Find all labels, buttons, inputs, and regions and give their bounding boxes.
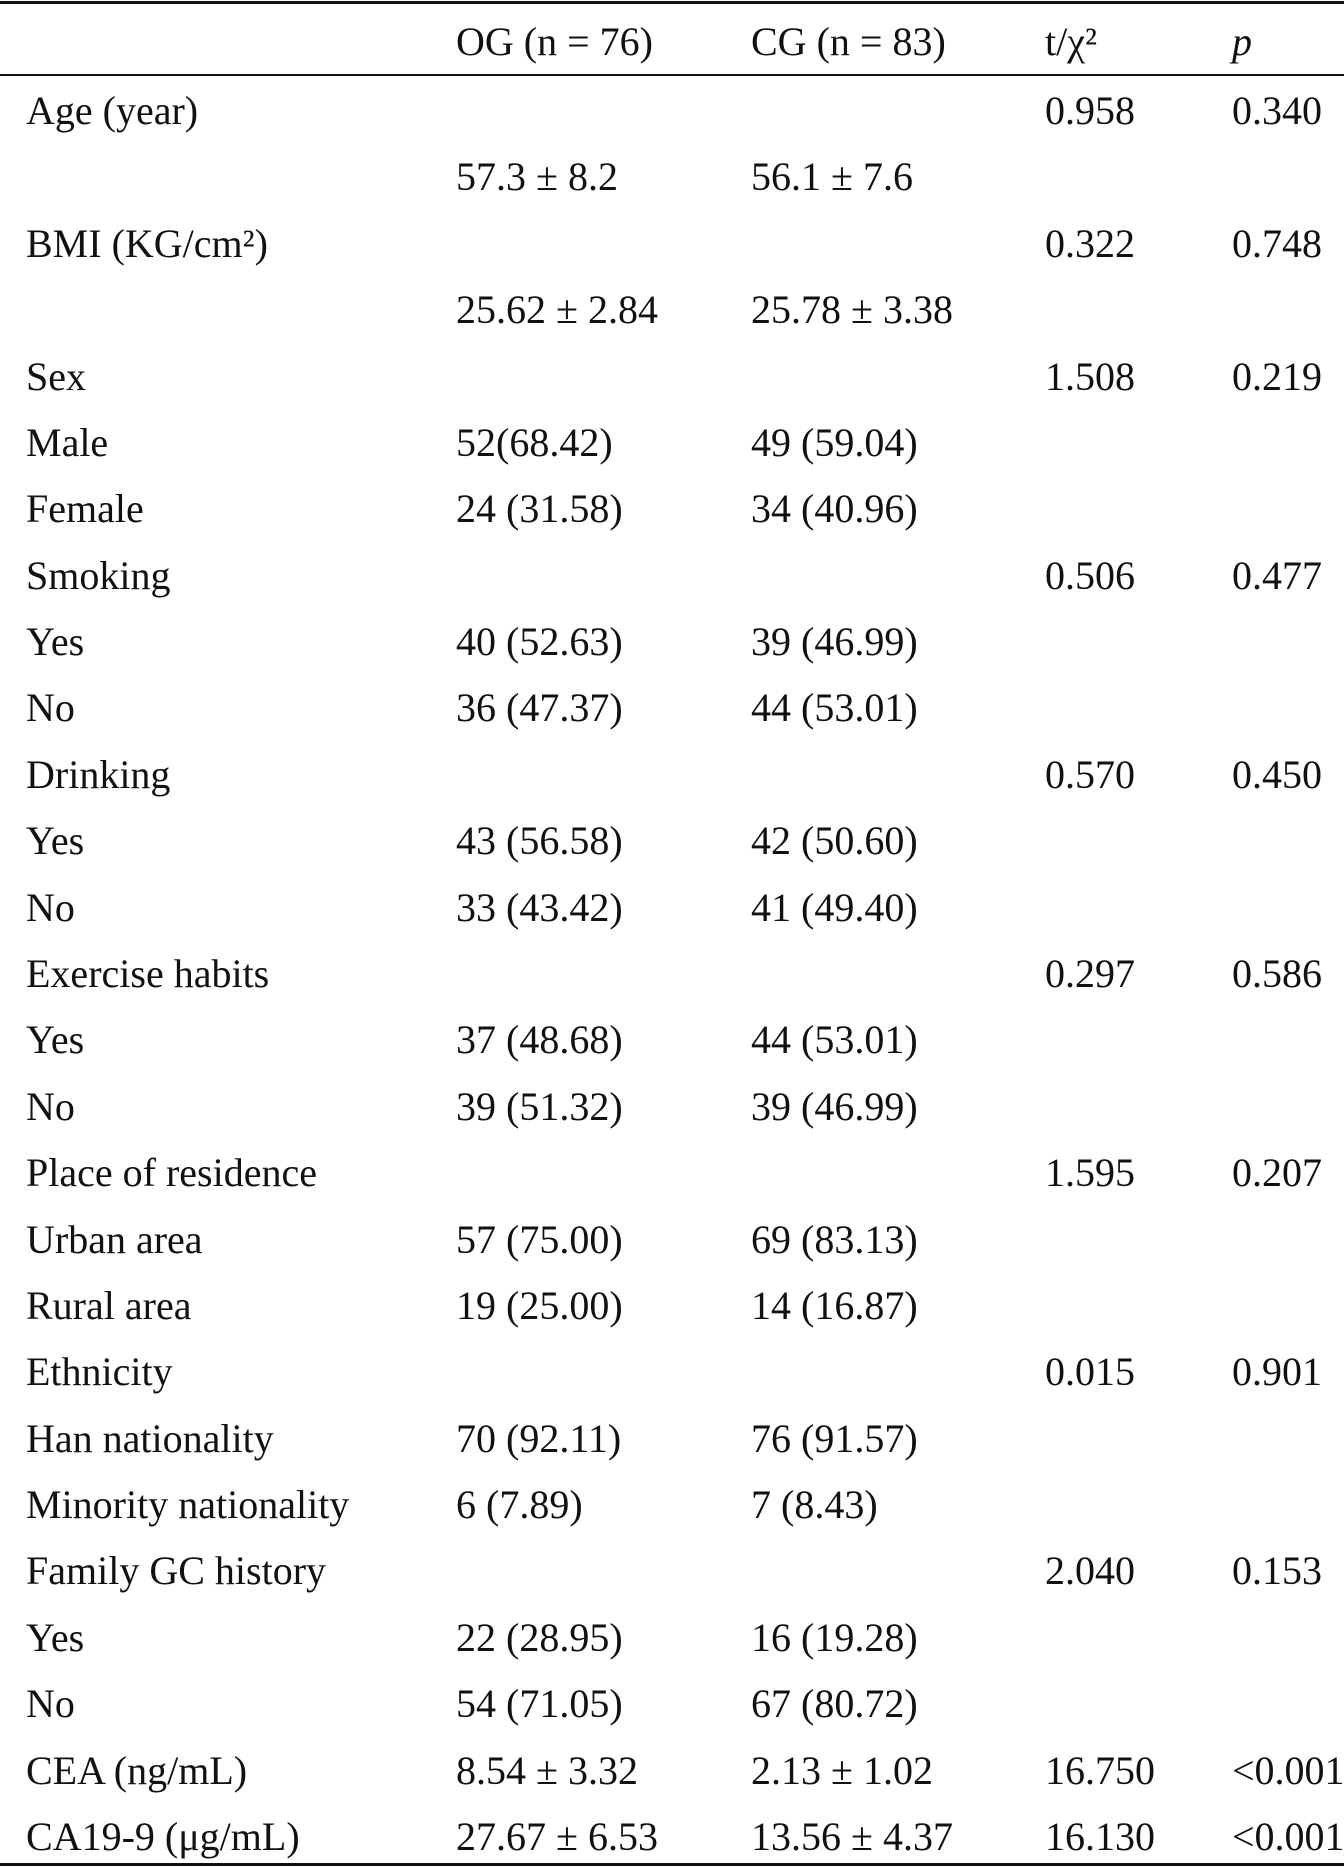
test-statistic: 0.570: [1045, 751, 1135, 797]
p-value: 0.586: [1232, 951, 1322, 996]
og-value: 6 (7.89): [456, 1482, 583, 1528]
p-value: 0.450: [1232, 751, 1322, 797]
p-value: 0.153: [1232, 1548, 1322, 1594]
top-rule: [0, 1, 1344, 4]
row-label: Sex: [26, 353, 86, 399]
cg-value: 13.56 ± 4.37: [751, 1814, 953, 1859]
og-value: 39 (51.32): [456, 1083, 623, 1129]
row-label: No: [26, 884, 75, 930]
og-value: 54 (71.05): [456, 1681, 623, 1727]
test-statistic: 0.322: [1045, 220, 1135, 266]
og-value: 70 (92.11): [456, 1415, 622, 1461]
p-value: 0.207: [1232, 1150, 1322, 1196]
cg-value: 67 (80.72): [751, 1681, 918, 1727]
row-label: Yes: [26, 1017, 85, 1063]
test-statistic: 16.750: [1045, 1747, 1155, 1793]
og-value: 36 (47.37): [456, 685, 623, 731]
row-label: No: [26, 1681, 75, 1727]
cg-value: 41 (49.40): [751, 884, 918, 930]
row-label: Exercise habits: [26, 951, 270, 996]
cg-value: 76 (91.57): [751, 1415, 918, 1461]
cg-value: 39 (46.99): [751, 1083, 918, 1129]
row-label: CEA (ng/mL): [26, 1747, 248, 1793]
cg-value: 56.1 ± 7.6: [751, 154, 913, 200]
og-value: 24 (31.58): [456, 486, 623, 532]
test-statistic: 0.015: [1045, 1349, 1135, 1395]
row-label: Ethnicity: [26, 1349, 173, 1395]
row-label: CA19-9 (μg/mL): [26, 1814, 300, 1859]
header-cell: CG (n = 83): [751, 19, 946, 64]
cg-value: 34 (40.96): [751, 486, 918, 532]
og-value: 19 (25.00): [456, 1282, 623, 1328]
cg-value: 39 (46.99): [751, 619, 918, 665]
cg-value: 69 (83.13): [751, 1216, 918, 1262]
p-value: 0.340: [1232, 88, 1322, 133]
og-value: 52(68.42): [456, 419, 613, 465]
cg-value: 44 (53.01): [751, 1017, 918, 1063]
row-label: Place of residence: [26, 1150, 317, 1196]
header-rule: [0, 74, 1344, 76]
og-value: 25.62 ± 2.84: [456, 287, 658, 333]
cg-value: 2.13 ± 1.02: [751, 1747, 933, 1793]
og-value: 37 (48.68): [456, 1017, 623, 1063]
row-label: Drinking: [26, 751, 171, 797]
header-cell: p: [1232, 19, 1252, 64]
row-label: Smoking: [26, 552, 171, 598]
cg-value: 14 (16.87): [751, 1282, 918, 1328]
row-label: No: [26, 685, 75, 731]
p-value: <0.001: [1232, 1814, 1344, 1859]
row-label: Han nationality: [26, 1415, 274, 1461]
row-label: Yes: [26, 1614, 85, 1660]
og-value: 27.67 ± 6.53: [456, 1814, 658, 1859]
cg-value: 49 (59.04): [751, 419, 918, 465]
row-label: Female: [26, 486, 144, 532]
test-statistic: 0.958: [1045, 88, 1135, 133]
row-label: Yes: [26, 619, 85, 665]
p-value: 0.901: [1232, 1349, 1322, 1395]
row-label: Urban area: [26, 1216, 203, 1262]
og-value: 8.54 ± 3.32: [456, 1747, 638, 1793]
test-statistic: 0.297: [1045, 951, 1135, 996]
row-label: Age (year): [26, 88, 199, 133]
test-statistic: 0.506: [1045, 552, 1135, 598]
og-value: 57.3 ± 8.2: [456, 154, 618, 200]
test-statistic: 1.595: [1045, 1150, 1135, 1196]
bottom-rule: [0, 1863, 1344, 1866]
og-value: 33 (43.42): [456, 884, 623, 930]
row-label: Minority nationality: [26, 1482, 350, 1528]
row-label: Male: [26, 419, 109, 465]
cg-value: 42 (50.60): [751, 818, 918, 864]
row-label: No: [26, 1083, 75, 1129]
row-label: BMI (KG/cm²): [26, 220, 268, 266]
row-label: Family GC history: [26, 1548, 327, 1594]
p-value: <0.001: [1232, 1747, 1344, 1793]
header-cell: t/χ²: [1045, 19, 1097, 64]
test-statistic: 16.130: [1045, 1814, 1155, 1859]
cg-value: 16 (19.28): [751, 1614, 918, 1660]
row-label: Yes: [26, 818, 85, 864]
cg-value: 7 (8.43): [751, 1482, 878, 1528]
og-value: 40 (52.63): [456, 619, 623, 665]
cg-value: 44 (53.01): [751, 685, 918, 731]
og-value: 43 (56.58): [456, 818, 623, 864]
og-value: 22 (28.95): [456, 1614, 623, 1660]
p-value: 0.748: [1232, 220, 1322, 266]
og-value: 57 (75.00): [456, 1216, 623, 1262]
p-value: 0.219: [1232, 353, 1322, 399]
p-value: 0.477: [1232, 552, 1322, 598]
test-statistic: 2.040: [1045, 1548, 1135, 1594]
test-statistic: 1.508: [1045, 353, 1135, 399]
cg-value: 25.78 ± 3.38: [751, 287, 953, 333]
row-label: Rural area: [26, 1282, 192, 1328]
header-cell: OG (n = 76): [456, 19, 653, 64]
